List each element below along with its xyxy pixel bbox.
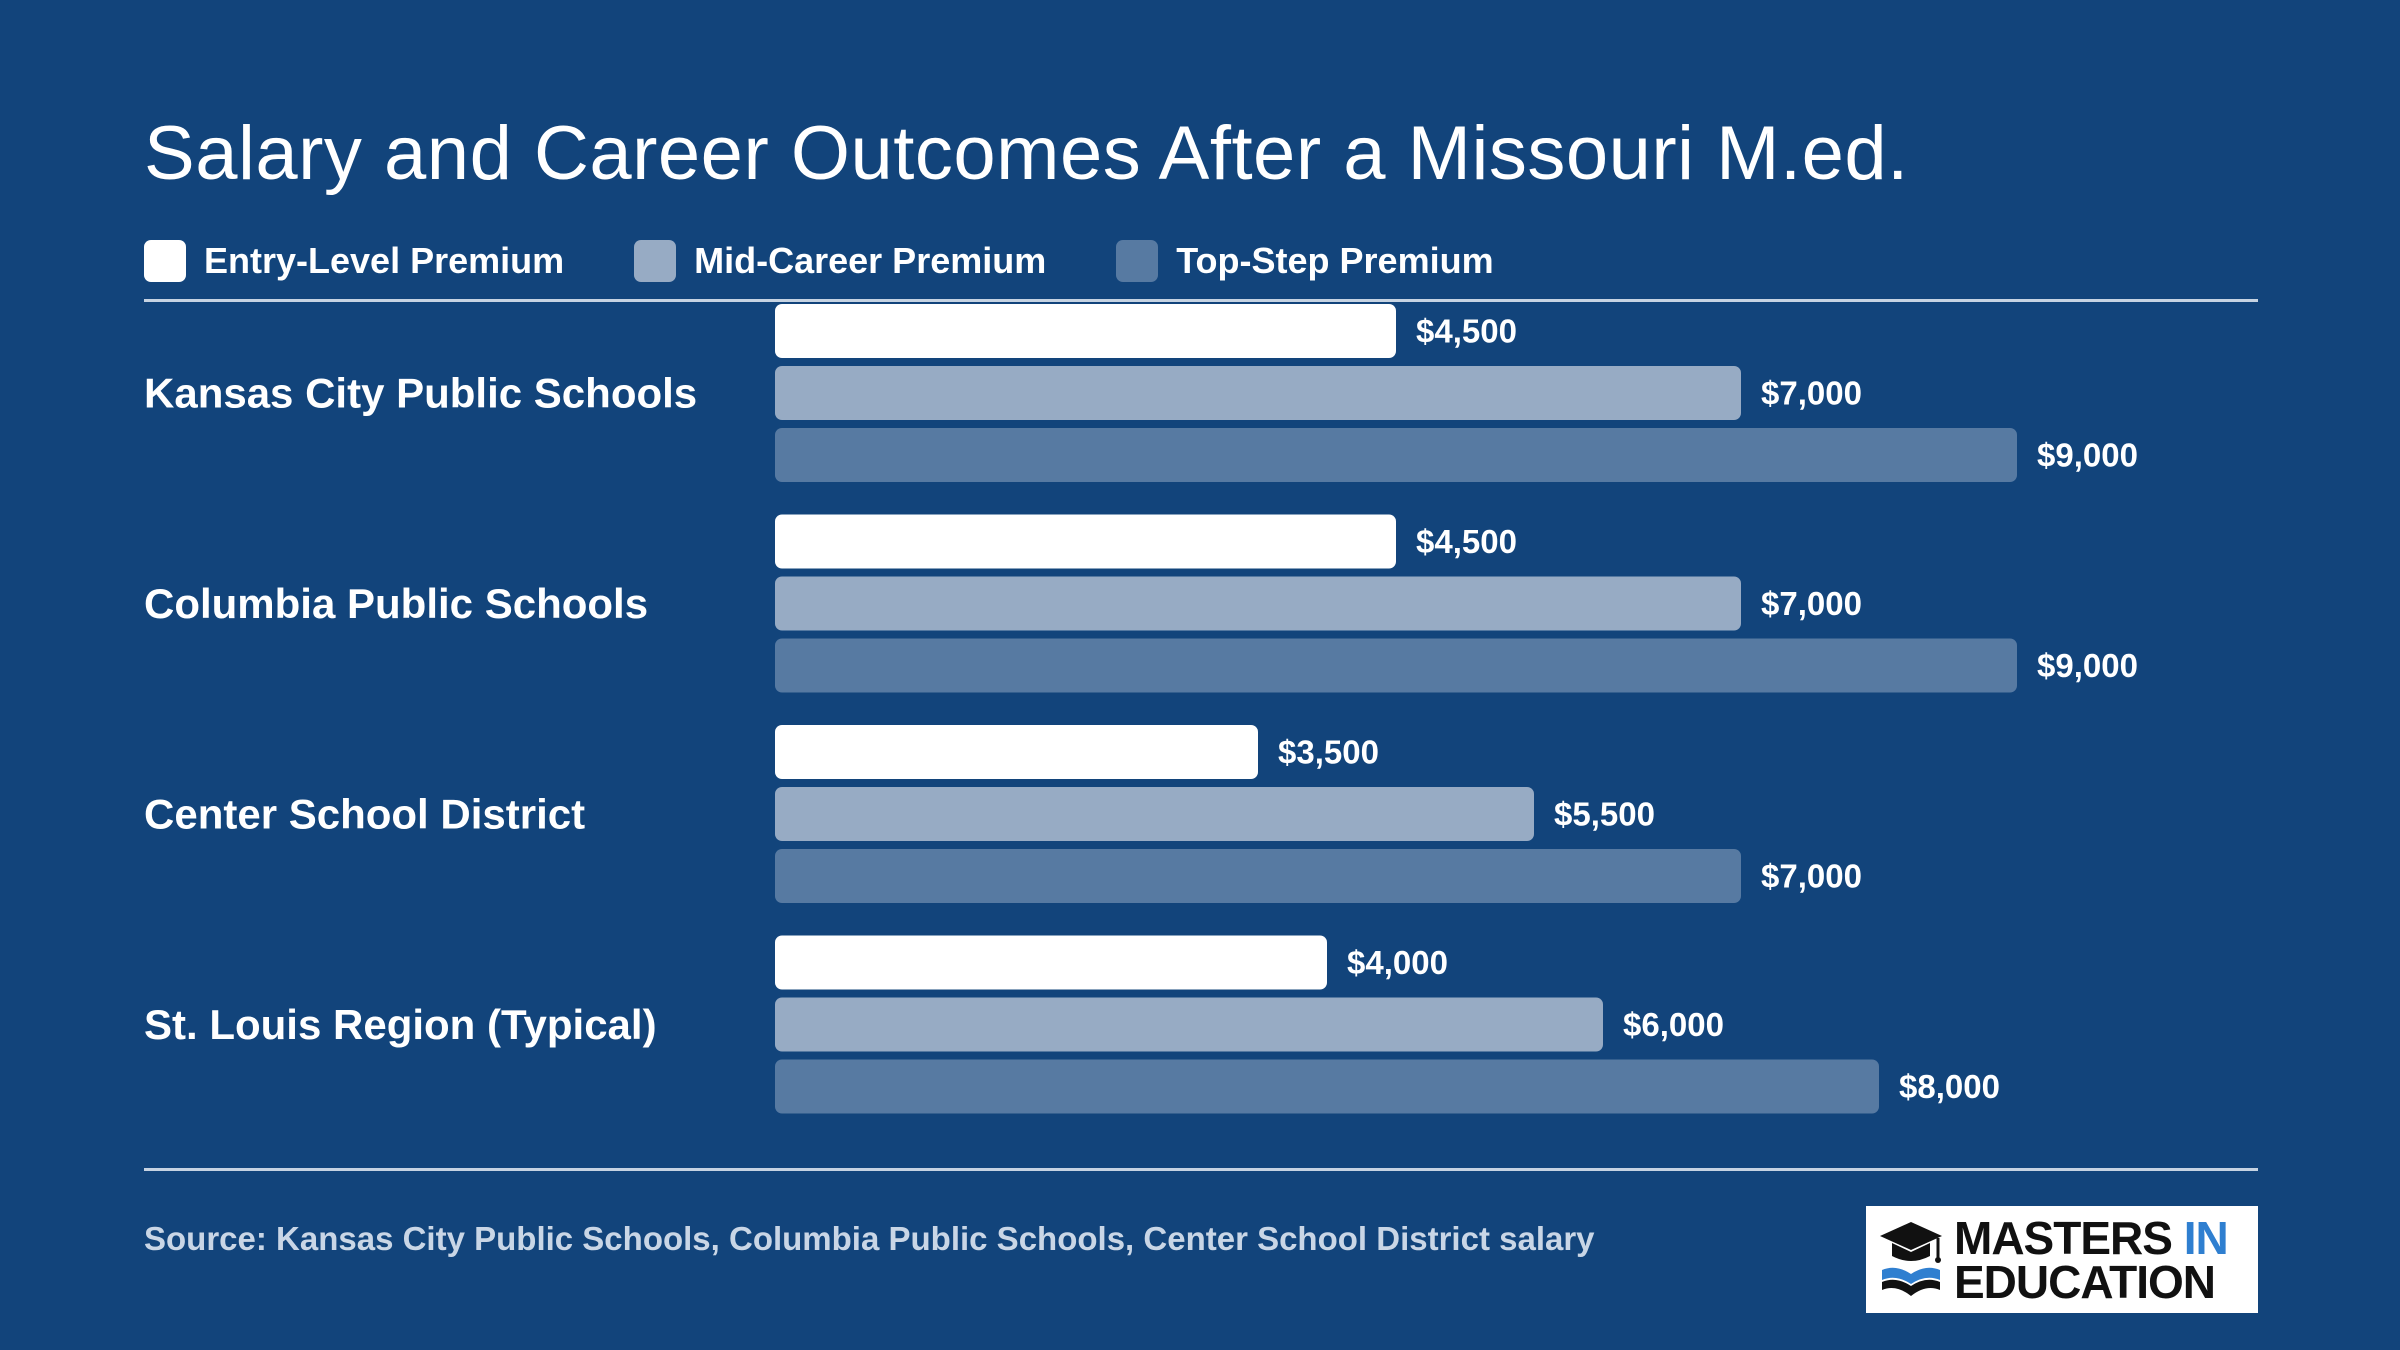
bar-mid <box>775 576 1741 631</box>
logo-word-masters: MASTERS <box>1954 1211 2173 1264</box>
bar-top <box>775 849 1741 903</box>
category-label: Center School District <box>144 791 585 838</box>
bar-value-label: $9,000 <box>2037 647 2138 684</box>
bar-value-label: $7,000 <box>1761 585 1862 622</box>
bar-entry <box>775 304 1396 358</box>
bar-value-label: $3,500 <box>1278 734 1379 771</box>
legend-label-top: Top-Step Premium <box>1176 240 1494 281</box>
bar-top <box>775 428 2017 482</box>
bar-value-label: $9,000 <box>2037 437 2138 474</box>
legend-swatch-entry <box>144 240 186 282</box>
legend-label-entry: Entry-Level Premium <box>204 240 565 281</box>
bar-value-label: $6,000 <box>1623 1006 1724 1043</box>
masters-in-education-logo: MASTERS IN EDUCATION <box>1866 1206 2258 1313</box>
category-label: Kansas City Public Schools <box>144 370 697 417</box>
bar-top <box>775 638 2017 693</box>
bar-entry <box>775 514 1396 569</box>
legend-item-mid: Mid-Career Premium <box>634 240 1046 282</box>
bar-mid <box>775 997 1603 1052</box>
legend-swatch-mid <box>634 240 677 282</box>
bar-value-label: $4,500 <box>1416 523 1517 560</box>
chart-title: Salary and Career Outcomes After a Misso… <box>144 111 1909 196</box>
bar-entry <box>775 725 1258 779</box>
bar-mid <box>775 366 1741 420</box>
bar-mid <box>775 787 1534 841</box>
bar-value-label: $8,000 <box>1899 1068 2000 1105</box>
graduation-cap-icon <box>1880 1221 1942 1296</box>
logo-wordmark: MASTERS IN EDUCATION <box>1954 1215 2229 1308</box>
legend-swatch-top <box>1116 240 1159 282</box>
legend-item-entry: Entry-Level Premium <box>144 240 564 282</box>
source-note: Source: Kansas City Public Schools, Colu… <box>144 1220 1595 1257</box>
bar-value-label: $7,000 <box>1761 375 1862 412</box>
bar-value-label: $5,500 <box>1554 796 1655 833</box>
bar-top <box>775 1059 1879 1114</box>
bar-value-label: $7,000 <box>1761 858 1862 895</box>
top-divider <box>144 299 2258 302</box>
bottom-divider <box>144 1168 2258 1171</box>
bar-value-label: $4,000 <box>1347 944 1448 981</box>
bar-value-label: $4,500 <box>1416 313 1517 350</box>
legend: Entry-Level Premium Mid-Career Premium T… <box>144 236 1564 286</box>
category-label: St. Louis Region (Typical) <box>144 1001 657 1048</box>
legend-item-top: Top-Step Premium <box>1116 240 1494 282</box>
legend-label-mid: Mid-Career Premium <box>694 240 1047 281</box>
logo-word-in: IN <box>2183 1211 2229 1264</box>
bar-entry <box>775 935 1327 990</box>
category-label: Columbia Public Schools <box>144 580 648 627</box>
logo-word-education: EDUCATION <box>1954 1255 2216 1308</box>
